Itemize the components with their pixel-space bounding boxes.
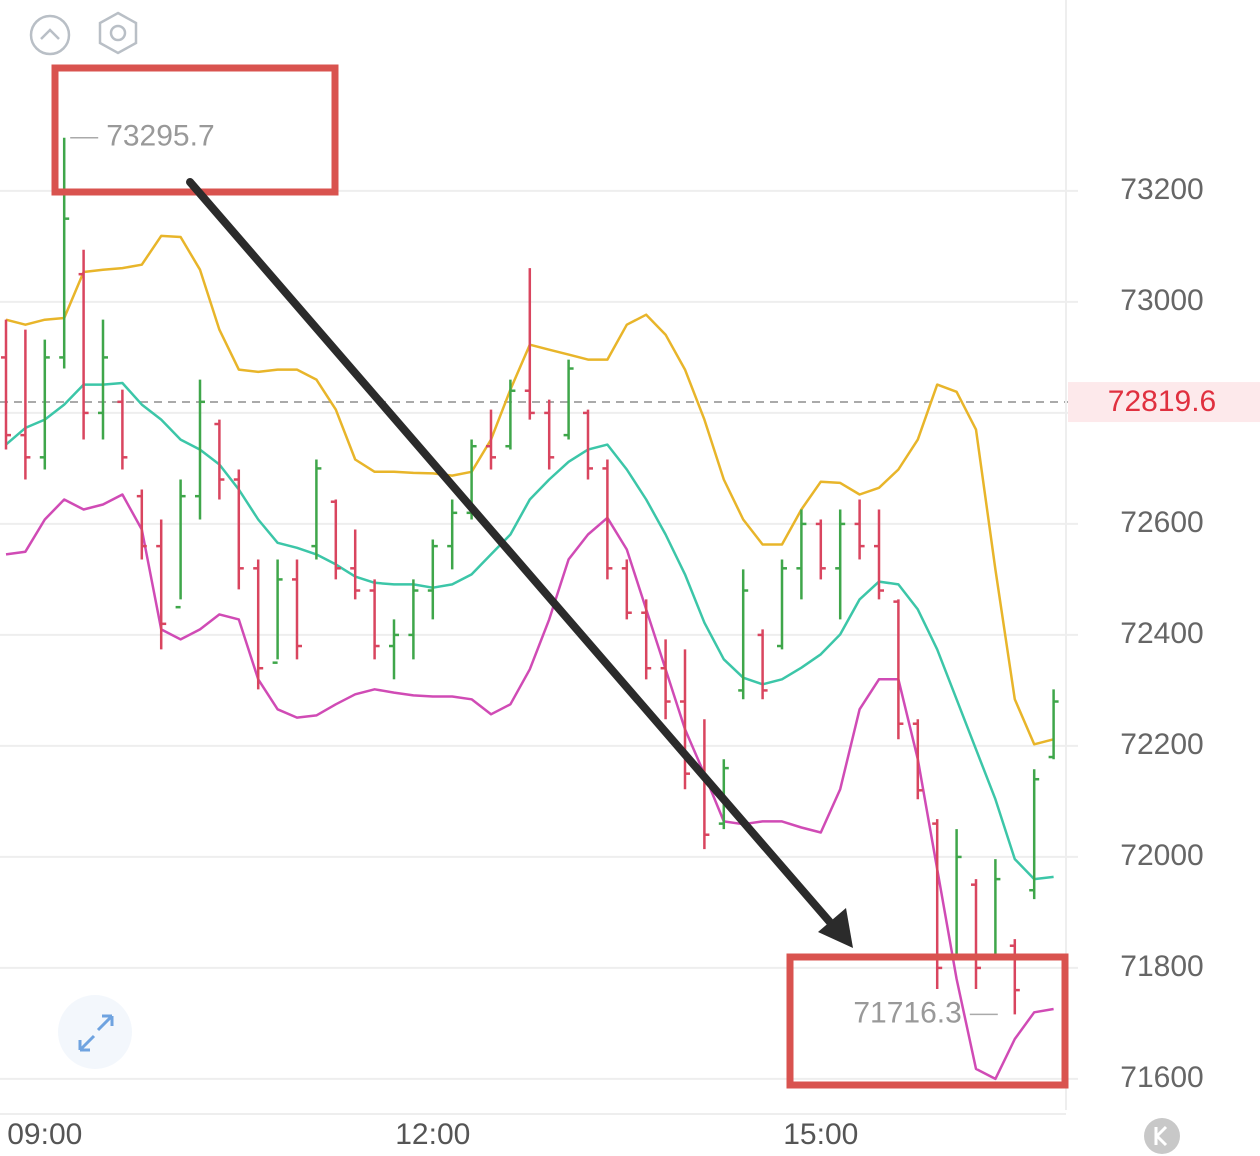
- last-price-tag: [1068, 382, 1260, 423]
- x-tick-label: 12:00: [395, 1118, 470, 1151]
- candles-layer: [1, 137, 1059, 1015]
- min-label: 71716.3: [853, 996, 961, 1029]
- x-tick-label: 15:00: [783, 1118, 858, 1151]
- x-tick-label: 09:00: [7, 1118, 82, 1151]
- y-tick-label: 73200: [1120, 173, 1203, 206]
- y-tick-label: 72200: [1120, 728, 1203, 761]
- k-button[interactable]: [1144, 1118, 1180, 1154]
- y-tick-label: 71800: [1120, 950, 1203, 983]
- annotation-layer: [51, 64, 1069, 1089]
- arrow-head: [818, 908, 853, 948]
- y-tick-label: 72000: [1120, 839, 1203, 872]
- settings-button[interactable]: [98, 11, 138, 55]
- arrow-shaft: [186, 178, 839, 932]
- last-price-label: 72819.6: [1108, 385, 1216, 418]
- y-tick-label: 71600: [1120, 1061, 1203, 1094]
- max-label: 73295.7: [106, 120, 214, 153]
- y-tick-label: 73000: [1120, 284, 1203, 317]
- labels-layer: 7160071800720007220072400726007280073000…: [7, 120, 1260, 1151]
- band-line: [5, 493, 1054, 1081]
- y-tick-label: 72400: [1120, 617, 1203, 650]
- expand-button[interactable]: [58, 995, 132, 1069]
- highlight-box: [786, 953, 1069, 1089]
- y-tick-label: 72600: [1120, 506, 1203, 539]
- collapse-button[interactable]: [29, 14, 71, 56]
